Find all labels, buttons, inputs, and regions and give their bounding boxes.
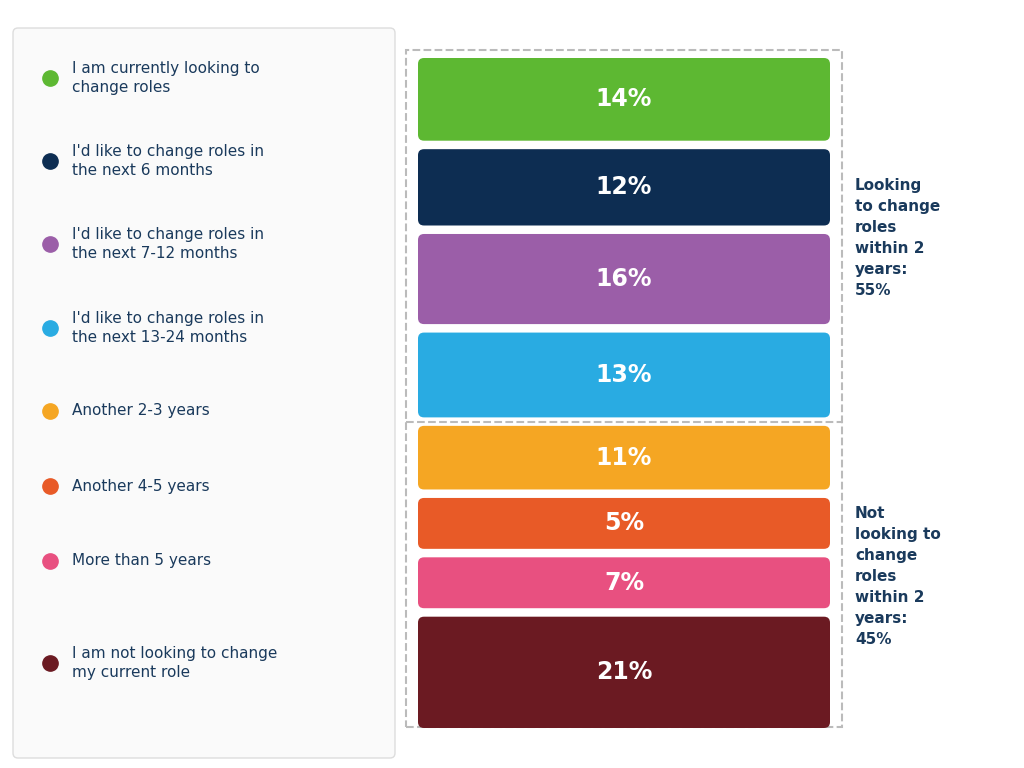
FancyBboxPatch shape xyxy=(418,558,830,608)
Text: I am not looking to change
my current role: I am not looking to change my current ro… xyxy=(72,646,278,680)
Text: More than 5 years: More than 5 years xyxy=(72,554,211,568)
Text: I'd like to change roles in
the next 7-12 months: I'd like to change roles in the next 7-1… xyxy=(72,227,264,261)
Text: Another 4-5 years: Another 4-5 years xyxy=(72,478,210,494)
Text: 13%: 13% xyxy=(596,363,652,387)
Text: I'd like to change roles in
the next 13-24 months: I'd like to change roles in the next 13-… xyxy=(72,310,264,346)
Text: 7%: 7% xyxy=(604,571,644,594)
Text: Looking
to change
roles
within 2
years:
55%: Looking to change roles within 2 years: … xyxy=(855,177,940,298)
FancyBboxPatch shape xyxy=(13,28,395,758)
FancyBboxPatch shape xyxy=(418,426,830,489)
Text: 16%: 16% xyxy=(596,267,652,291)
FancyBboxPatch shape xyxy=(418,58,830,141)
FancyBboxPatch shape xyxy=(418,149,830,226)
FancyBboxPatch shape xyxy=(418,498,830,549)
Text: 14%: 14% xyxy=(596,88,652,111)
Text: I am currently looking to
change roles: I am currently looking to change roles xyxy=(72,61,260,95)
Text: Another 2-3 years: Another 2-3 years xyxy=(72,403,210,419)
Text: 5%: 5% xyxy=(604,511,644,535)
Text: 12%: 12% xyxy=(596,175,652,200)
FancyBboxPatch shape xyxy=(418,333,830,417)
Text: 11%: 11% xyxy=(596,445,652,470)
Text: I'd like to change roles in
the next 6 months: I'd like to change roles in the next 6 m… xyxy=(72,144,264,178)
Bar xyxy=(406,50,842,727)
Text: Not
looking to
change
roles
within 2
years:
45%: Not looking to change roles within 2 yea… xyxy=(855,506,941,647)
FancyBboxPatch shape xyxy=(418,234,830,324)
Text: 21%: 21% xyxy=(596,660,652,684)
FancyBboxPatch shape xyxy=(418,617,830,728)
